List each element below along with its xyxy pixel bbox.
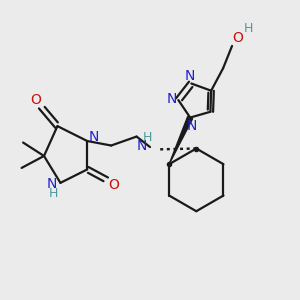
Text: N: N (185, 69, 195, 83)
Text: O: O (232, 31, 244, 45)
Text: H: H (143, 131, 152, 144)
Text: N: N (136, 139, 147, 152)
Text: N: N (187, 119, 197, 133)
Text: N: N (89, 130, 99, 145)
Text: O: O (30, 93, 41, 107)
Text: O: O (108, 178, 119, 192)
Text: H: H (244, 22, 253, 35)
Polygon shape (169, 116, 193, 164)
Text: H: H (49, 187, 58, 200)
Text: N: N (167, 92, 177, 106)
Text: N: N (46, 177, 57, 191)
